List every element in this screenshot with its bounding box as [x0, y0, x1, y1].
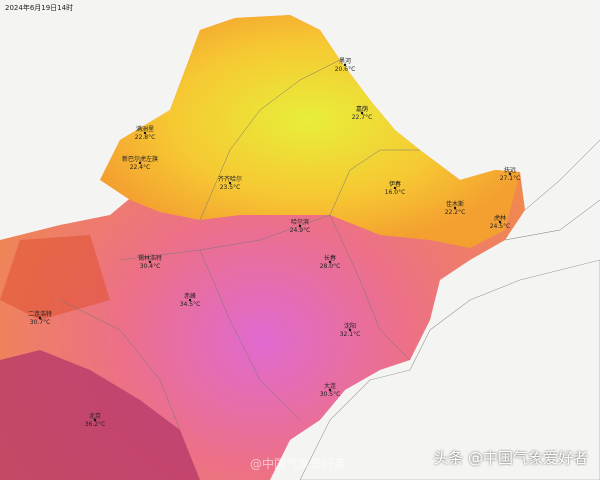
station-name: 长春: [324, 254, 336, 262]
sea: [299, 259, 600, 480]
station-temp: 34.5°C: [180, 301, 201, 308]
timestamp: 2024年6月19日14时: [5, 4, 74, 12]
borders: [59, 59, 600, 431]
station-name: 满洲里: [136, 125, 154, 133]
station-dot: [360, 111, 364, 115]
station-temp: 30.5°C: [320, 391, 341, 398]
station-dot: [348, 328, 352, 332]
station-name: 二连浩特: [28, 310, 52, 318]
station-temp: 20.6°C: [335, 66, 356, 73]
station-dot: [148, 260, 152, 264]
station-temp: 28.0°C: [320, 263, 341, 270]
station-temp: 22.7°C: [352, 114, 373, 121]
center-watermark: @中国气象爱好者: [250, 457, 347, 471]
station-dot: [143, 131, 147, 135]
station-name: 大连: [324, 382, 336, 390]
station-dot: [328, 388, 332, 392]
station-dot: [498, 220, 502, 224]
station-name: 佳木斯: [446, 200, 464, 208]
corner-watermark: 头条 @中国气象爱好者: [433, 449, 588, 467]
station-temp: 27.1°C: [500, 175, 521, 182]
station-temp: 22.4°C: [130, 164, 151, 171]
station-dot: [298, 224, 302, 228]
station-name: 哈尔滨: [291, 218, 309, 226]
station-dot: [343, 63, 347, 67]
station-name: 沈阳: [344, 322, 356, 330]
station-name: 齐齐哈尔: [218, 175, 242, 183]
station-dot: [453, 206, 457, 210]
station-name: 伊春: [389, 180, 401, 188]
station-name: 北京: [89, 412, 101, 420]
station-dot: [93, 418, 97, 422]
station-temp: 22.2°C: [445, 209, 466, 216]
station-temp: 23.5°C: [220, 184, 241, 191]
station-temp: 22.8°C: [135, 134, 156, 141]
station-temp: 24.9°C: [290, 227, 311, 234]
station-temp: 30.4°C: [140, 263, 161, 270]
station-name: 黑河: [339, 57, 351, 65]
station-temp: 32.1°C: [340, 331, 361, 338]
station-name: 抚远: [504, 166, 516, 174]
hot-core: [0, 350, 200, 480]
cool-region: [100, 15, 520, 248]
hot-west: [0, 235, 110, 320]
station-name: 虎林: [494, 214, 506, 222]
station-temp: 36.2°C: [85, 421, 106, 428]
station-dot: [188, 298, 192, 302]
station-dot: [508, 172, 512, 176]
station-dot: [228, 181, 232, 185]
station-dot: [328, 260, 332, 264]
station-name: 锡林浩特: [138, 254, 162, 262]
station-dot: [38, 316, 42, 320]
station-name: 嘉荫: [356, 105, 368, 113]
station-dot: [393, 186, 397, 190]
station-dot: [138, 161, 142, 165]
station-temp: 16.0°C: [385, 189, 406, 196]
station-temp: 24.5°C: [490, 223, 511, 230]
station-temp: 30.7°C: [30, 319, 51, 326]
station-name: 赤峰: [184, 292, 196, 300]
station-name: 新巴尔虎左旗: [122, 155, 158, 163]
